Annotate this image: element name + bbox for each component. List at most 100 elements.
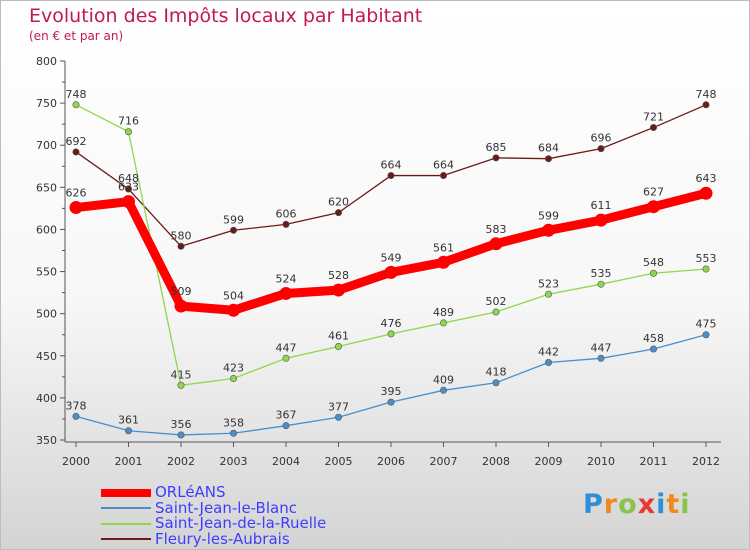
- data-point: [387, 398, 395, 406]
- data-label: 356: [171, 418, 192, 431]
- data-label: 458: [643, 332, 664, 345]
- data-point: [439, 386, 447, 394]
- legend-label: Saint-Jean-le-Blanc: [155, 498, 297, 517]
- data-point: [489, 237, 503, 251]
- legend-item: Saint-Jean-le-Blanc: [101, 498, 326, 517]
- data-label: 685: [486, 141, 507, 154]
- data-point: [387, 172, 395, 180]
- data-label: 447: [591, 341, 612, 354]
- data-point: [279, 286, 293, 300]
- x-tick-label: 2009: [535, 455, 563, 468]
- data-point: [702, 331, 710, 339]
- y-tick-label: 400: [36, 392, 57, 405]
- data-label: 633: [118, 181, 139, 194]
- data-point: [227, 303, 240, 317]
- data-label: 504: [223, 289, 244, 302]
- data-point: [387, 330, 395, 338]
- data-label: 684: [538, 142, 559, 155]
- data-point: [594, 213, 608, 227]
- legend-item: Saint-Jean-de-la-Ruelle: [101, 516, 326, 532]
- data-label: 378: [66, 399, 87, 412]
- data-point: [542, 223, 555, 237]
- chart-subtitle: (en € et par an): [29, 29, 124, 43]
- data-point: [649, 345, 657, 353]
- data-label: 415: [171, 368, 192, 381]
- data-point: [649, 124, 657, 132]
- data-point: [282, 354, 290, 362]
- data-point: [177, 381, 185, 389]
- data-label: 748: [66, 88, 87, 101]
- data-label: 627: [643, 186, 664, 199]
- data-point: [282, 422, 290, 430]
- data-point: [72, 148, 80, 156]
- data-label: 395: [381, 385, 402, 398]
- legend-item: ORLéANS: [101, 485, 326, 501]
- data-point: [544, 290, 552, 298]
- data-label: 583: [486, 223, 507, 236]
- axes: 350 400 450 500 550 600 650 700 750 800 2000 2001 20…: [36, 55, 721, 468]
- data-point: [332, 283, 345, 297]
- data-label: 418: [486, 366, 507, 379]
- x-tick-label: 2012: [692, 455, 720, 468]
- data-label: 524: [276, 272, 297, 285]
- data-point: [702, 265, 710, 273]
- data-point: [384, 265, 398, 279]
- data-label: 442: [538, 346, 559, 359]
- data-label: 502: [486, 295, 507, 308]
- x-tick-label: 2007: [430, 455, 458, 468]
- data-point: [174, 299, 188, 313]
- data-point: [230, 226, 238, 234]
- series-line-2: [75, 104, 707, 386]
- data-point: [334, 343, 342, 351]
- data-label: 553: [696, 252, 717, 265]
- data-label: 535: [591, 267, 612, 280]
- x-tick-label: 2003: [220, 455, 248, 468]
- legend-swatch-orleans: [101, 488, 151, 497]
- data-point: [649, 269, 657, 277]
- data-point: [492, 308, 500, 316]
- data-point: [122, 195, 135, 209]
- x-tick-label: 2011: [640, 455, 668, 468]
- data-label: 523: [538, 277, 559, 290]
- data-point: [702, 101, 710, 109]
- x-tick-label: 2001: [115, 455, 143, 468]
- logo-letter: i: [680, 489, 691, 520]
- data-label: 509: [171, 285, 192, 298]
- data-point: [699, 186, 713, 200]
- logo-letter: i: [656, 489, 667, 520]
- legend-swatch-saint-jean-le-blanc: [101, 507, 151, 510]
- data-point: [597, 280, 605, 288]
- legend-item: Fleury-les-Aubrais: [101, 531, 326, 548]
- data-point: [544, 359, 552, 367]
- x-tick-label: 2006: [377, 455, 405, 468]
- data-label: 664: [381, 159, 402, 172]
- legend-label: ORLéANS: [155, 483, 226, 502]
- data-label: 611: [591, 199, 612, 212]
- data-labels: 692 648 580 599 606 620 664 664 685 684 696 721 748 7…: [66, 88, 717, 431]
- data-label: 696: [591, 132, 612, 145]
- y-tick-label: 750: [36, 97, 57, 110]
- data-label: 475: [696, 318, 717, 331]
- y-tick-label: 800: [36, 55, 57, 68]
- data-label: 361: [118, 414, 139, 427]
- data-label: 528: [328, 269, 349, 282]
- data-label: 643: [696, 172, 717, 185]
- x-tick-label: 2010: [587, 455, 615, 468]
- y-tick-label: 350: [36, 434, 57, 447]
- x-tick-label: 2000: [62, 455, 90, 468]
- data-label: 606: [276, 207, 297, 220]
- data-label: 423: [223, 362, 244, 375]
- data-point: [177, 431, 185, 439]
- data-label: 580: [171, 229, 192, 242]
- x-tick-label: 2004: [272, 455, 300, 468]
- y-tick-label: 700: [36, 139, 57, 152]
- data-label: 489: [433, 306, 454, 319]
- data-label: 358: [223, 416, 244, 429]
- data-label: 648: [118, 172, 139, 185]
- data-label: 599: [538, 209, 559, 222]
- data-label: 561: [433, 241, 454, 254]
- y-tick-label: 600: [36, 223, 57, 236]
- data-label: 409: [433, 373, 454, 386]
- data-point: [177, 242, 185, 250]
